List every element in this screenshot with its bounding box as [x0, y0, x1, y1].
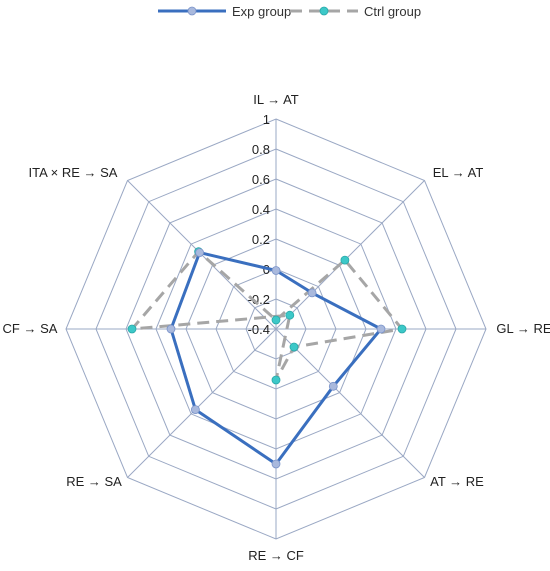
radar-tick-labels: 10.80.60.40.20-0.2-0.4 [248, 112, 270, 337]
tick-label: 1 [263, 112, 270, 127]
radar-axis-labels: IL → AT EL → AT GL → RE AT → RE RE → CF RE → … [3, 92, 550, 563]
series-point [166, 324, 176, 334]
axis-label: AT → RE [430, 474, 484, 489]
axis-label: GL → RE [496, 321, 550, 336]
series-point [271, 315, 281, 325]
axis-label: CF → SA [3, 321, 58, 336]
series-point [289, 342, 299, 352]
series-point [271, 375, 281, 385]
axis-label: IL → AT [253, 92, 299, 107]
legend-marker [187, 6, 197, 16]
tick-label: -0.4 [248, 322, 270, 337]
series-point [307, 288, 317, 298]
legend-marker [319, 6, 329, 16]
legend: Exp group Ctrl group [158, 4, 421, 19]
axis-label: RE → SA [66, 474, 122, 489]
series-point [397, 324, 407, 334]
radar-series [127, 247, 407, 469]
legend-label: Ctrl group [364, 4, 421, 19]
series-point [328, 381, 338, 391]
legend-label: Exp group [232, 4, 291, 19]
spoke [127, 328, 277, 478]
spoke [275, 180, 425, 330]
series-point [376, 324, 386, 334]
axis-label: EL → AT [433, 165, 484, 180]
tick-label: 0.8 [252, 142, 270, 157]
tick-label: -0.2 [248, 292, 270, 307]
spoke [275, 328, 425, 478]
tick-label: 0.2 [252, 232, 270, 247]
axis-label: RE → CF [248, 548, 304, 563]
axis-label: ITA × RE → SA [29, 165, 118, 180]
series-point [195, 248, 205, 258]
tick-label: 0.6 [252, 172, 270, 187]
radar-spokes [66, 119, 486, 539]
tick-label: 0.4 [252, 202, 270, 217]
series-point [340, 255, 350, 265]
series-point [127, 324, 137, 334]
series-point [271, 459, 281, 469]
series-point [190, 405, 200, 415]
series-point [285, 310, 295, 320]
series-point [271, 266, 281, 275]
